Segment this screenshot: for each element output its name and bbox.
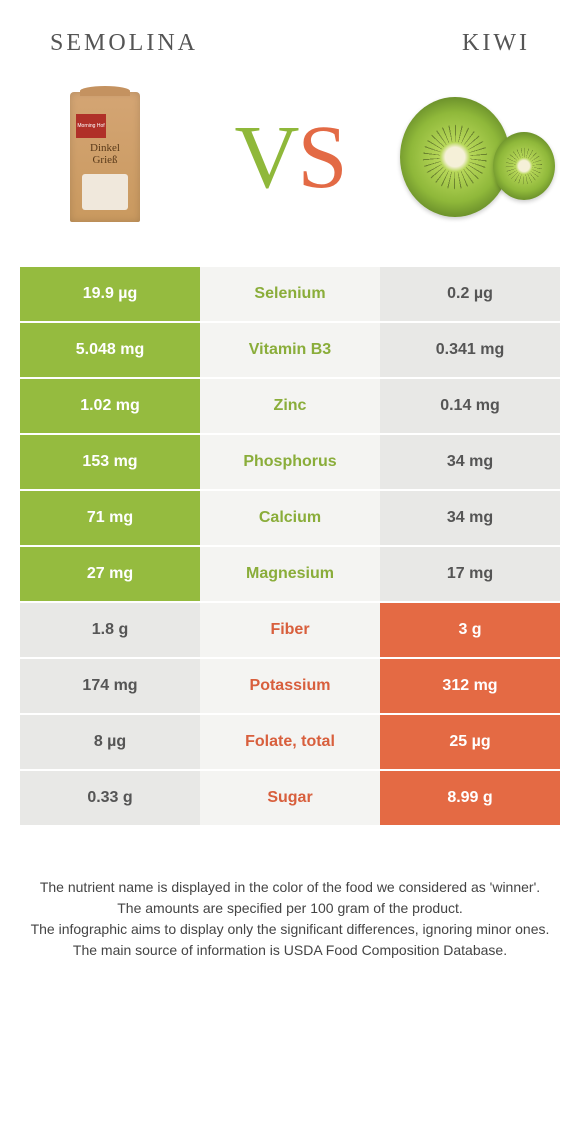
table-row: 153 mgPhosphorus34 mg xyxy=(20,435,560,491)
bag-line2: Grieß xyxy=(92,154,117,166)
cell-nutrient-name: Magnesium xyxy=(200,547,380,601)
vs-s-letter: S xyxy=(297,106,345,209)
table-row: 19.9 µgSelenium0.2 µg xyxy=(20,267,560,323)
cell-nutrient-name: Vitamin B3 xyxy=(200,323,380,377)
cell-left-value: 153 mg xyxy=(20,435,200,489)
table-row: 174 mgPotassium312 mg xyxy=(20,659,560,715)
kiwi-icon xyxy=(400,92,550,222)
cell-left-value: 0.33 g xyxy=(20,771,200,825)
footer-line-4: The main source of information is USDA F… xyxy=(30,940,550,961)
table-row: 5.048 mgVitamin B30.341 mg xyxy=(20,323,560,379)
header: SEMOLINA KIWI xyxy=(0,0,580,67)
footer-line-2: The amounts are specified per 100 gram o… xyxy=(30,898,550,919)
vs-label: VS xyxy=(234,106,345,209)
cell-right-value: 312 mg xyxy=(380,659,560,713)
hero-row: Morning Hof Dinkel Grieß VS xyxy=(0,67,580,267)
cell-left-value: 19.9 µg xyxy=(20,267,200,321)
vs-v-letter: V xyxy=(234,106,297,209)
cell-nutrient-name: Folate, total xyxy=(200,715,380,769)
semolina-image: Morning Hof Dinkel Grieß xyxy=(30,77,180,237)
table-row: 1.02 mgZinc0.14 mg xyxy=(20,379,560,435)
table-row: 0.33 gSugar8.99 g xyxy=(20,771,560,827)
bag-window-icon xyxy=(82,174,128,210)
kiwi-image xyxy=(400,77,550,237)
kiwi-slice-small-icon xyxy=(493,132,555,200)
cell-nutrient-name: Calcium xyxy=(200,491,380,545)
cell-left-value: 71 mg xyxy=(20,491,200,545)
bag-product-text: Dinkel Grieß xyxy=(70,142,140,166)
footer-line-3: The infographic aims to display only the… xyxy=(30,919,550,940)
cell-right-value: 0.341 mg xyxy=(380,323,560,377)
cell-right-value: 34 mg xyxy=(380,491,560,545)
comparison-table: 19.9 µgSelenium0.2 µg5.048 mgVitamin B30… xyxy=(20,267,560,827)
table-row: 1.8 gFiber3 g xyxy=(20,603,560,659)
cell-left-value: 8 µg xyxy=(20,715,200,769)
food-right-title: KIWI xyxy=(462,30,530,57)
bag-line1: Dinkel xyxy=(90,142,120,154)
cell-nutrient-name: Zinc xyxy=(200,379,380,433)
semolina-bag-icon: Morning Hof Dinkel Grieß xyxy=(70,92,140,222)
cell-left-value: 1.8 g xyxy=(20,603,200,657)
footer-line-1: The nutrient name is displayed in the co… xyxy=(30,877,550,898)
table-row: 71 mgCalcium34 mg xyxy=(20,491,560,547)
cell-right-value: 3 g xyxy=(380,603,560,657)
cell-left-value: 27 mg xyxy=(20,547,200,601)
cell-nutrient-name: Selenium xyxy=(200,267,380,321)
cell-nutrient-name: Fiber xyxy=(200,603,380,657)
cell-left-value: 174 mg xyxy=(20,659,200,713)
cell-nutrient-name: Phosphorus xyxy=(200,435,380,489)
table-row: 8 µgFolate, total25 µg xyxy=(20,715,560,771)
cell-right-value: 34 mg xyxy=(380,435,560,489)
cell-left-value: 1.02 mg xyxy=(20,379,200,433)
cell-right-value: 8.99 g xyxy=(380,771,560,825)
footer-notes: The nutrient name is displayed in the co… xyxy=(0,827,580,981)
food-left-title: SEMOLINA xyxy=(50,30,198,57)
cell-nutrient-name: Potassium xyxy=(200,659,380,713)
cell-right-value: 17 mg xyxy=(380,547,560,601)
cell-nutrient-name: Sugar xyxy=(200,771,380,825)
cell-right-value: 0.14 mg xyxy=(380,379,560,433)
cell-right-value: 25 µg xyxy=(380,715,560,769)
cell-right-value: 0.2 µg xyxy=(380,267,560,321)
table-row: 27 mgMagnesium17 mg xyxy=(20,547,560,603)
bag-brand-label: Morning Hof xyxy=(76,114,106,138)
cell-left-value: 5.048 mg xyxy=(20,323,200,377)
